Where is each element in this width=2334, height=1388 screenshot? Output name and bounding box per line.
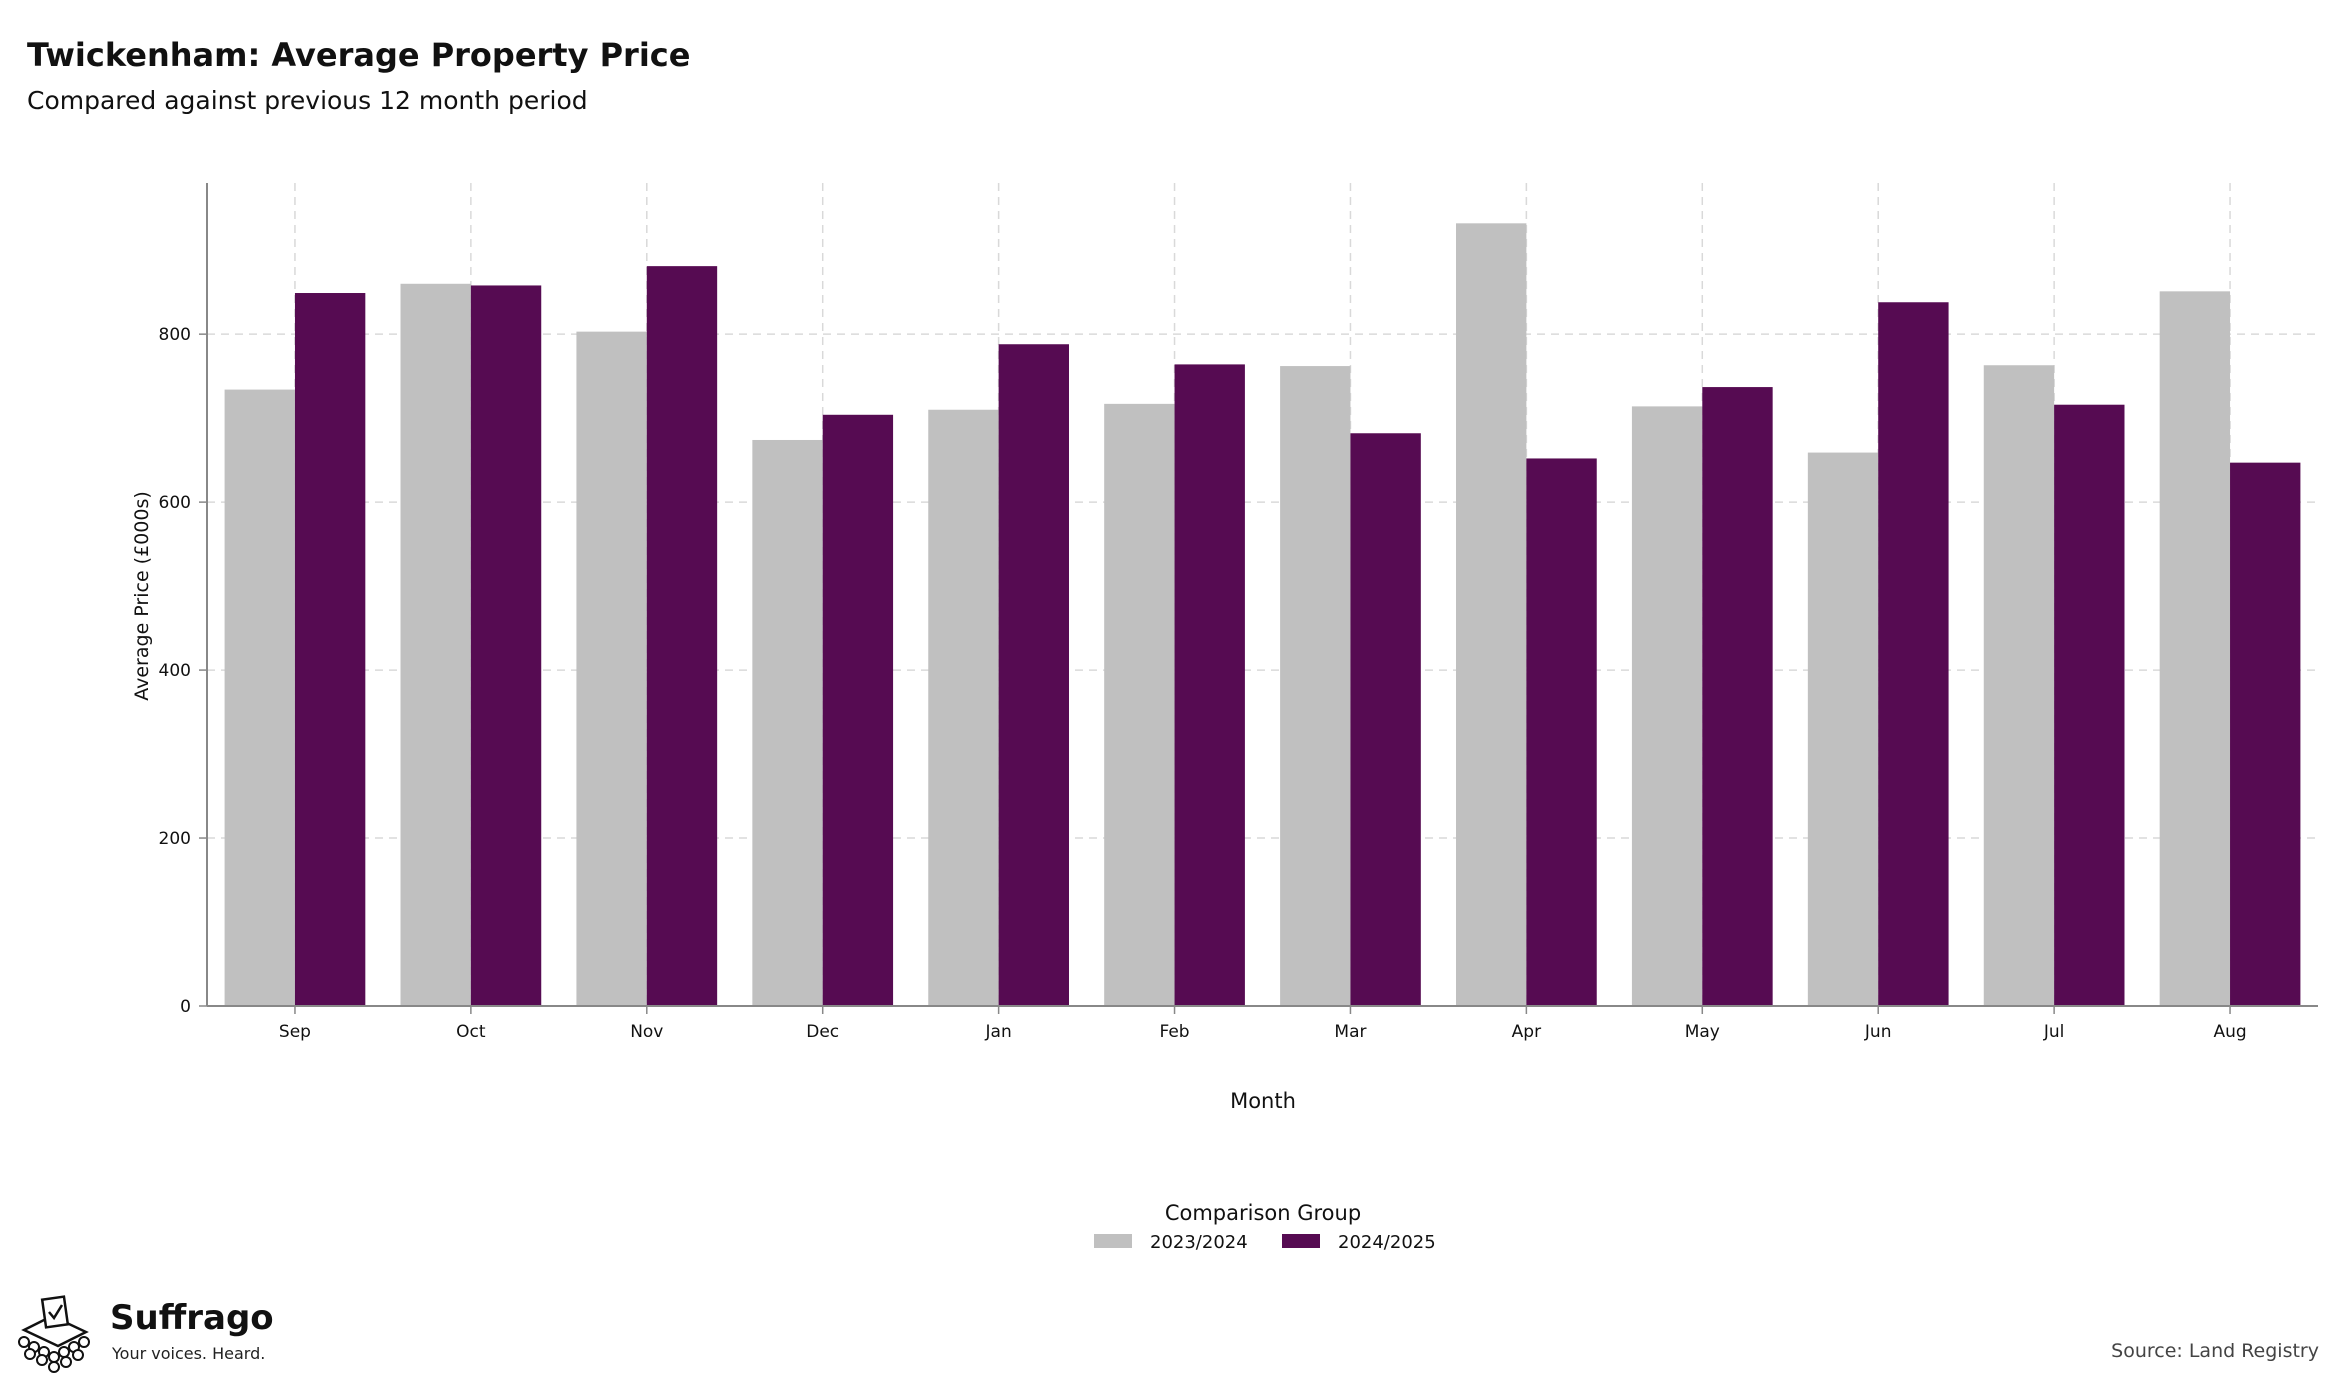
bar-2023-2024-oct — [400, 283, 471, 1006]
x-tick-label: Aug — [2213, 1022, 2246, 1042]
bar-2023-2024-may — [1631, 406, 1703, 1006]
brand-logo: Suffrago Your voices. Heard. — [14, 1292, 274, 1382]
y-tick-label: 400 — [159, 661, 191, 681]
bar-2024-2025-nov — [646, 266, 718, 1007]
x-tick-label: Dec — [806, 1022, 839, 1042]
bar-2024-2025-sep — [294, 293, 366, 1006]
bar-2024-2025-jun — [1878, 302, 1949, 1007]
x-tick-label: Jul — [2043, 1022, 2065, 1042]
bar-2023-2024-nov — [576, 331, 647, 1006]
bar-2023-2024-apr — [1456, 223, 1527, 1007]
bar-2023-2024-dec — [752, 439, 823, 1006]
bar-2024-2025-feb — [1174, 364, 1245, 1007]
bar-2023-2024-sep — [224, 389, 295, 1006]
bar-2023-2024-jul — [1983, 365, 2055, 1006]
x-tick-label: Mar — [1334, 1022, 1366, 1042]
x-tick-label: Apr — [1512, 1022, 1541, 1042]
bar-2024-2025-aug — [2230, 462, 2301, 1006]
legend-swatch — [1094, 1234, 1132, 1248]
x-tick-label: Sep — [279, 1022, 311, 1042]
bar-2023-2024-jun — [1807, 452, 1879, 1007]
legend: Comparison Group 2023/2024 2024/2025 — [1094, 1201, 1436, 1253]
x-tick-label: Nov — [630, 1022, 663, 1042]
bar-2024-2025-apr — [1526, 458, 1597, 1006]
x-tick-label: May — [1685, 1022, 1720, 1042]
legend-swatch — [1282, 1234, 1320, 1248]
bar-2024-2025-oct — [470, 285, 542, 1007]
y-tick-label: 200 — [159, 829, 191, 849]
bar-2023-2024-jan — [928, 409, 999, 1007]
bar-2024-2025-may — [1702, 387, 1773, 1006]
y-tick-label: 800 — [159, 325, 191, 345]
x-tick-label: Oct — [456, 1022, 486, 1042]
bar-2024-2025-dec — [822, 414, 894, 1006]
bar-2023-2024-aug — [2159, 291, 2231, 1006]
y-tick-label: 0 — [180, 997, 191, 1017]
brand-name: Suffrago — [110, 1298, 274, 1338]
chart-subtitle: Compared against previous 12 month perio… — [27, 86, 588, 115]
y-axis-label: Average Price (£000s) — [131, 491, 153, 701]
x-tick-label: Jan — [985, 1022, 1012, 1042]
ballot-box-icon — [18, 1295, 90, 1373]
x-axis-label: Month — [1230, 1089, 1296, 1113]
bar-2023-2024-feb — [1104, 403, 1175, 1006]
x-tick-label: Feb — [1159, 1022, 1189, 1042]
legend-title: Comparison Group — [1165, 1201, 1361, 1225]
x-tick-label: Jun — [1864, 1022, 1892, 1042]
axes: 0 200 400 600 800 Sep Oct Nov Dec Jan Feb Mar Apr May… — [159, 183, 2318, 1042]
bar-2024-2025-jul — [2054, 404, 2125, 1006]
bar-chart: 0 200 400 600 800 Sep Oct Nov Dec Jan Feb Mar Apr May… — [131, 183, 2318, 1253]
source-note: Source: Land Registry — [2111, 1340, 2319, 1362]
bars — [224, 223, 2301, 1007]
bar-2024-2025-mar — [1350, 433, 1421, 1007]
legend-label: 2023/2024 — [1150, 1232, 1248, 1253]
bar-2024-2025-jan — [998, 344, 1069, 1006]
brand-tagline: Your voices. Heard. — [112, 1344, 266, 1363]
bar-2023-2024-mar — [1280, 366, 1351, 1006]
y-tick-label: 600 — [159, 493, 191, 513]
legend-label: 2024/2025 — [1338, 1232, 1436, 1253]
chart-title: Twickenham: Average Property Price — [27, 36, 691, 74]
